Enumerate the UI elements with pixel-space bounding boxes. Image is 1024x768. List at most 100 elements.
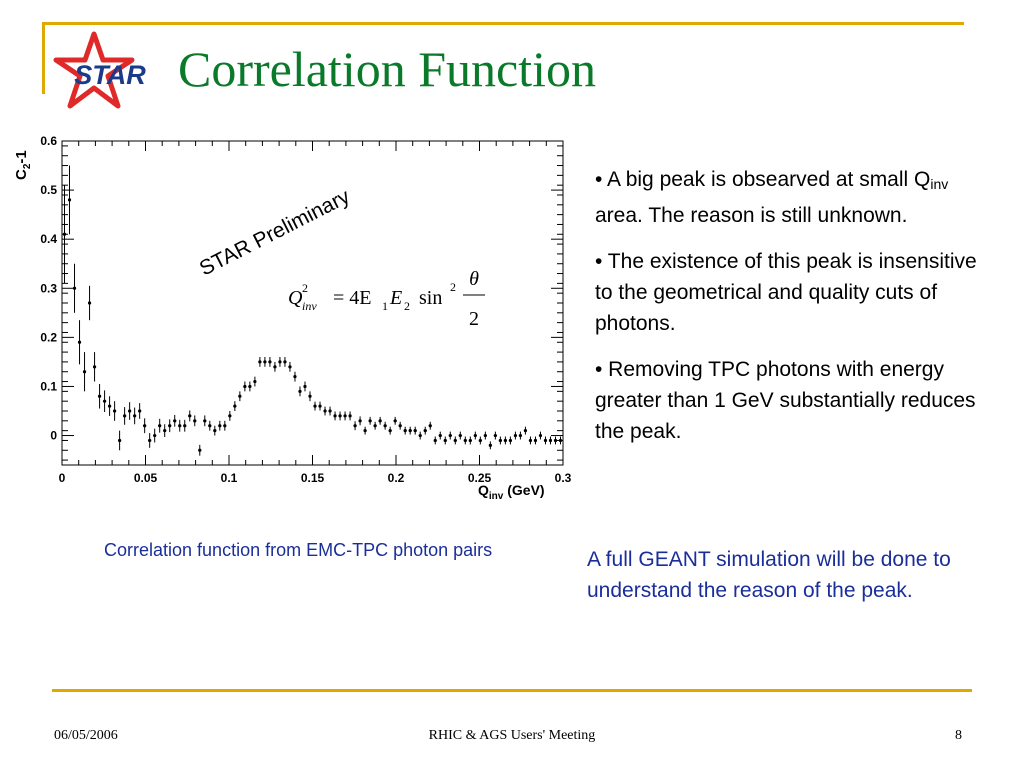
chart-caption: Correlation function from EMC-TPC photon…: [104, 540, 493, 560]
point-marker: [188, 414, 192, 418]
y-axis-label-sub: 2: [22, 163, 33, 169]
point-marker: [388, 429, 392, 433]
data-point: [92, 352, 97, 382]
point-marker: [363, 429, 367, 433]
data-point: [308, 391, 312, 402]
point-marker: [318, 404, 322, 408]
data-point: [533, 436, 538, 445]
point-marker: [82, 370, 87, 374]
data-point: [218, 420, 222, 431]
data-point: [403, 426, 407, 435]
point-marker: [538, 433, 543, 438]
point-marker: [333, 414, 337, 418]
point-marker: [62, 232, 67, 236]
data-point: [348, 411, 352, 421]
data-point: [102, 390, 107, 412]
data-point: [258, 357, 262, 367]
logo-star-icon: [53, 31, 135, 109]
formula-lhs: Q: [288, 287, 303, 309]
point-marker: [133, 414, 137, 418]
data-point: [383, 421, 387, 430]
point-marker: [368, 419, 372, 423]
footer-date: 06/05/2006: [54, 728, 118, 743]
formula-sin-sup: 2: [450, 280, 456, 294]
data-point: [488, 441, 492, 450]
data-point: [408, 426, 412, 435]
data-point: [498, 436, 502, 445]
data-point: [483, 431, 487, 440]
point-marker: [77, 340, 82, 344]
point-marker: [268, 360, 272, 364]
point-marker: [503, 438, 507, 443]
data-point: [67, 165, 72, 235]
data-point: [253, 376, 257, 387]
data-point: [333, 411, 337, 421]
data-point: [118, 430, 122, 451]
point-marker: [488, 443, 492, 447]
x-axis-label-unit: (GeV): [503, 482, 544, 498]
data-point: [97, 384, 102, 409]
point-marker: [373, 424, 377, 428]
point-marker: [448, 433, 452, 438]
point-marker: [248, 384, 252, 389]
data-point: [107, 396, 112, 416]
data-point: [318, 401, 322, 411]
point-marker: [513, 433, 518, 438]
point-marker: [298, 389, 302, 393]
footer-meeting: RHIC & AGS Users' Meeting: [428, 728, 596, 743]
data-point: [508, 436, 512, 445]
point-marker: [453, 438, 457, 443]
point-marker: [178, 424, 182, 428]
point-marker: [107, 404, 112, 408]
data-point: [288, 361, 292, 372]
data-point: [193, 415, 197, 427]
point-marker: [263, 360, 267, 364]
data-point: [338, 411, 342, 421]
y-tick-label: 0: [50, 429, 57, 443]
bullet-item-1: • A big peak is obsearved at small Qinv …: [595, 164, 990, 231]
top-accent-rule: [42, 22, 964, 25]
data-point: [298, 386, 302, 397]
data-point: [413, 426, 417, 435]
x-axis-label-sub: inv: [489, 491, 504, 502]
data-point: [368, 416, 372, 425]
point-marker: [433, 438, 437, 443]
data-point: [243, 381, 247, 392]
point-marker: [118, 438, 122, 443]
data-point: [158, 418, 162, 433]
point-marker: [423, 429, 427, 433]
data-point: [163, 424, 167, 438]
data-point: [168, 419, 172, 433]
data-point: [273, 361, 277, 372]
y-tick-label: 0.1: [40, 379, 57, 393]
preliminary-annotation: STAR Preliminary: [196, 185, 354, 281]
data-point: [233, 401, 237, 411]
data-point: [493, 431, 497, 440]
bullet-item-2: • The existence of this peak is insensit…: [595, 250, 977, 335]
data-point: [388, 426, 392, 435]
point-marker: [493, 433, 497, 438]
bullet-1-suffix: area. The reason is still unknown.: [595, 204, 908, 227]
data-point: [313, 401, 317, 411]
data-point: [133, 407, 137, 425]
x-tick-label: 0.3: [555, 471, 572, 485]
y-axis-label-suffix: -1: [13, 150, 30, 163]
point-marker: [72, 286, 77, 290]
data-point: [353, 421, 357, 431]
bullet-list: • A big peak is obsearved at small Qinv …: [595, 164, 990, 462]
y-tick-label: 0.4: [40, 232, 57, 246]
point-marker: [158, 424, 162, 428]
point-marker: [398, 424, 402, 428]
data-point: [548, 436, 553, 445]
data-point: [528, 436, 533, 445]
data-point: [223, 420, 227, 431]
bullet-1-sub: inv: [930, 176, 949, 192]
data-point: [263, 357, 267, 367]
point-marker: [283, 360, 287, 364]
bullet-item-3: • Removing TPC photons with energy great…: [595, 358, 976, 443]
point-marker: [153, 433, 157, 438]
data-point: [393, 416, 397, 425]
data-point: [428, 421, 432, 430]
x-tick-label: 0.25: [468, 471, 492, 485]
star-logo: STAR: [53, 31, 146, 109]
